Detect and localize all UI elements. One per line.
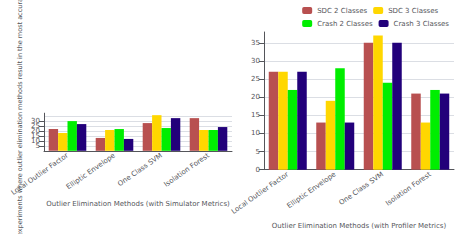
svg-text:Elliptic Envelope: Elliptic Envelope [65, 152, 117, 192]
svg-text:Outlier Elimination Methods (w: Outlier Elimination Methods (with Simula… [46, 200, 230, 208]
svg-text:Crash 2 Classes: Crash 2 Classes [317, 20, 373, 28]
svg-text:One Class SVM: One Class SVM [338, 170, 385, 207]
svg-text:10: 10 [31, 136, 40, 145]
svg-text:Elliptic Envelope: Elliptic Envelope [286, 170, 338, 210]
svg-text:Number of experiments where ou: Number of experiments where outlier elim… [16, 0, 24, 234]
svg-text:Local Outlier Factor: Local Outlier Factor [230, 170, 290, 216]
svg-text:30: 30 [31, 117, 40, 125]
svg-text:Local Outlier Factor: Local Outlier Factor [10, 151, 70, 197]
svg-text:5: 5 [35, 141, 40, 150]
svg-text:Isolation Forest: Isolation Forest [384, 170, 432, 207]
svg-text:20: 20 [251, 93, 260, 101]
svg-text:Crash 3 Classes: Crash 3 Classes [394, 20, 450, 28]
svg-text:5: 5 [256, 148, 260, 156]
svg-text:25: 25 [251, 75, 260, 83]
svg-text:SDC 2 Classes: SDC 2 Classes [317, 7, 367, 15]
svg-text:30: 30 [251, 57, 260, 65]
svg-text:10: 10 [251, 129, 260, 137]
svg-text:SDC 3 Classes: SDC 3 Classes [388, 7, 438, 15]
svg-text:One Class SVM: One Class SVM [116, 152, 163, 189]
svg-text:35: 35 [251, 39, 260, 47]
svg-text:25: 25 [31, 122, 40, 131]
svg-text:15: 15 [251, 111, 260, 119]
svg-text:0: 0 [256, 166, 260, 174]
svg-text:15: 15 [31, 132, 40, 140]
svg-text:20: 20 [31, 127, 40, 135]
svg-text:Outlier Elimination Methods (w: Outlier Elimination Methods (with Profil… [272, 222, 447, 230]
svg-text:Isolation Forest: Isolation Forest [163, 151, 211, 188]
